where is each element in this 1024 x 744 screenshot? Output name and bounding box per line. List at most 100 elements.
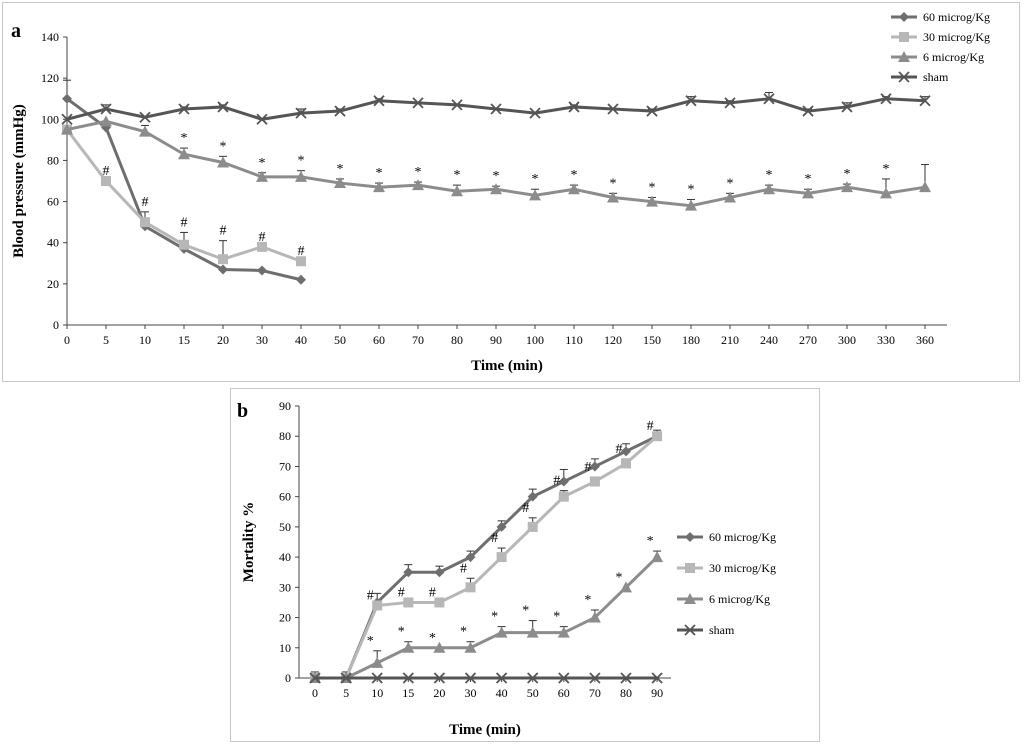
x-tick-label: 40 — [496, 686, 508, 700]
x-tick-label: 10 — [139, 333, 151, 347]
data-point — [372, 600, 383, 611]
y-tick-label: 70 — [279, 459, 291, 473]
data-point — [529, 107, 541, 119]
significance-marker: * — [376, 166, 383, 181]
data-point — [402, 641, 415, 653]
significance-marker: # — [103, 164, 110, 179]
significance-marker: # — [616, 442, 623, 457]
y-tick-label: 50 — [279, 520, 291, 534]
mortality-chart: b 0 10 20 30 40 50 60 70 80 90 0 5 10 15 20 30 40 50 60 70 80… — [237, 399, 776, 738]
data-point — [371, 672, 383, 684]
panel-label: b — [237, 400, 248, 422]
data-point — [651, 672, 663, 684]
significance-marker: * — [491, 610, 498, 625]
y-tick-label: 140 — [41, 30, 59, 44]
data-point — [451, 185, 463, 197]
data-point — [529, 189, 541, 201]
significance-marker: * — [181, 131, 188, 146]
data-point — [256, 113, 268, 125]
data-point — [309, 672, 321, 684]
data-point — [140, 217, 150, 228]
significance-marker: # — [553, 474, 560, 489]
data-point — [763, 93, 775, 105]
x-tick-label: 120 — [604, 333, 622, 347]
data-point — [373, 181, 385, 193]
data-point — [588, 611, 601, 623]
x-axis-title: Time (min) — [449, 722, 521, 738]
significance-marker: * — [367, 634, 374, 649]
data-point — [100, 103, 112, 115]
significance-marker: # — [398, 585, 405, 600]
significance-marker: # — [220, 224, 227, 239]
data-point — [340, 672, 352, 684]
data-point — [919, 95, 931, 107]
data-point — [646, 105, 658, 117]
significance-marker: * — [647, 534, 654, 549]
data-point — [257, 241, 267, 252]
significance-marker: * — [398, 625, 405, 640]
data-point — [621, 446, 631, 457]
y-axis-title: Mortality % — [241, 502, 257, 582]
data-point — [101, 176, 111, 186]
data-point — [257, 265, 267, 276]
data-point — [496, 552, 507, 563]
legend-entry: sham — [709, 623, 735, 637]
data-point — [685, 199, 697, 211]
significance-marker: * — [805, 172, 812, 187]
data-point — [589, 461, 600, 472]
x-tick-label: 90 — [651, 686, 663, 700]
y-tick-label: 30 — [279, 580, 291, 594]
legend-entry: sham — [923, 70, 949, 84]
legend-entry: 6 microg/Kg — [709, 592, 770, 606]
x-tick-label: 50 — [527, 686, 539, 700]
significance-marker: # — [142, 195, 149, 210]
data-point — [880, 187, 892, 199]
data-point — [451, 99, 463, 111]
y-tick-label: 100 — [41, 112, 59, 126]
data-point — [620, 672, 632, 684]
legend-entry: 60 microg/Kg — [709, 530, 776, 544]
x-tick-label: 50 — [334, 333, 346, 347]
y-tick-label: 60 — [279, 490, 291, 504]
data-point — [296, 274, 306, 285]
legend-marker — [899, 32, 909, 42]
significance-marker: * — [616, 570, 623, 585]
data-point — [568, 101, 580, 113]
data-point — [568, 183, 580, 195]
data-point — [402, 672, 414, 684]
data-point — [465, 552, 476, 563]
data-point — [646, 195, 658, 207]
significance-marker: * — [532, 172, 539, 187]
data-point — [403, 597, 414, 608]
data-point — [334, 177, 346, 189]
data-point — [495, 672, 508, 684]
x-tick-label: 90 — [490, 333, 502, 347]
legend-marker — [898, 71, 910, 83]
significance-marker: * — [220, 139, 227, 154]
y-tick-label: 80 — [47, 153, 59, 167]
y-tick-label: 40 — [279, 550, 291, 564]
legend-entry: 30 microg/Kg — [923, 30, 990, 44]
data-point — [434, 567, 445, 578]
significance-marker: # — [647, 419, 654, 434]
y-tick-label: 40 — [47, 236, 59, 250]
data-point — [589, 672, 601, 684]
data-point — [724, 191, 736, 203]
significance-marker: # — [429, 585, 436, 600]
x-tick-label: 360 — [916, 333, 934, 347]
significance-marker: # — [491, 531, 498, 546]
data-point — [373, 95, 385, 107]
data-point — [558, 672, 570, 684]
x-tick-label: 270 — [799, 333, 817, 347]
legend-marker — [899, 12, 909, 22]
y-tick-label: 120 — [41, 71, 59, 85]
x-tick-label: 80 — [620, 686, 632, 700]
x-tick-label: 180 — [682, 333, 700, 347]
data-point — [620, 581, 632, 593]
y-tick-label: 60 — [47, 195, 59, 209]
data-point — [217, 156, 229, 168]
significance-marker: * — [460, 625, 467, 640]
x-tick-label: 110 — [565, 333, 583, 347]
data-point — [558, 491, 569, 502]
data-point — [652, 431, 663, 442]
